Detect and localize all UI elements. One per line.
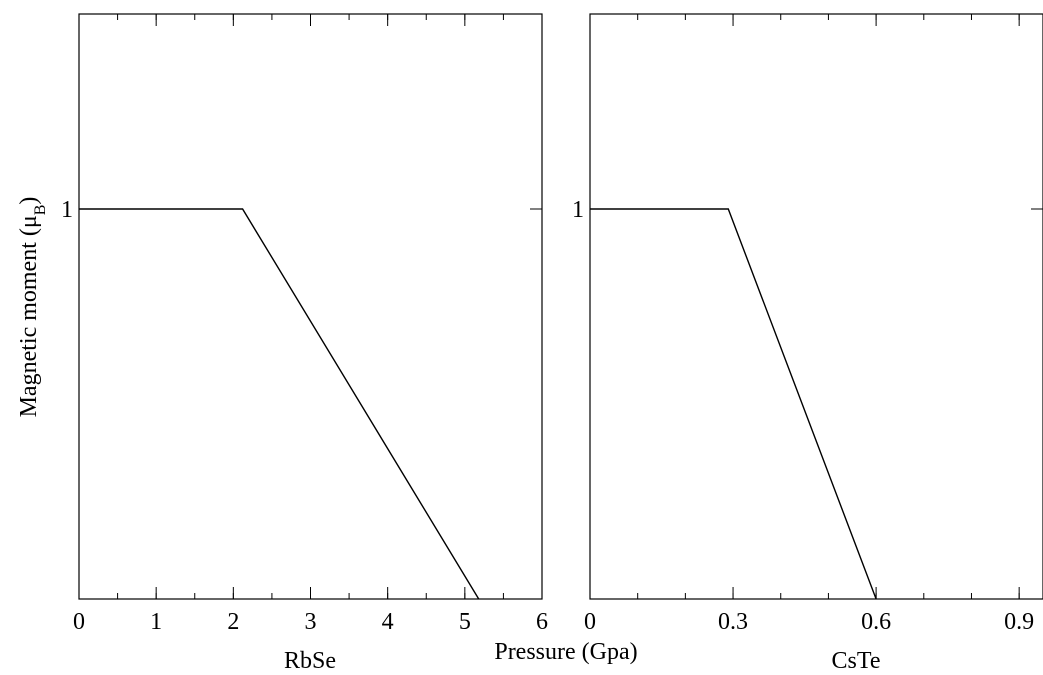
x-axis-title: Pressure (Gpa) (494, 639, 637, 665)
panel-1-x-tick-label: 0.9 (1004, 609, 1034, 635)
panel-1-frame (589, 13, 1043, 600)
panel-1-series-line (590, 208, 877, 600)
panel-0-y-tick-label: 1 (61, 197, 73, 223)
panel-0-x-tick-label: 5 (459, 609, 471, 635)
panel-0-title: RbSe (284, 648, 336, 674)
panel-1-y-tick-label: 1 (572, 197, 584, 223)
panel-1-x-tick-label: 0.6 (861, 609, 891, 635)
panel-1-x-tick-label: 0.3 (718, 609, 748, 635)
panel-0-series-line (79, 208, 480, 600)
panel-1-x-tick-label: 0 (584, 609, 596, 635)
panel-1-title: CsTe (832, 648, 881, 674)
y-axis-title: Magnetic moment (μB) (16, 197, 49, 418)
panel-rbse: 0 1 2 3 4 5 6 1 RbSe (61, 13, 548, 674)
panel-0-x-tick-label: 2 (227, 609, 239, 635)
panel-0-x-tick-label: 0 (73, 609, 85, 635)
panel-0-x-tick-label: 6 (536, 609, 548, 635)
panel-0-x-tick-label: 4 (382, 609, 394, 635)
panel-0-frame (78, 13, 543, 600)
panel-cste: 0 0.3 0.6 0.9 1 CsTe (572, 13, 1043, 674)
panel-0-x-tick-label: 1 (150, 609, 162, 635)
panel-0-x-tick-label: 3 (305, 609, 317, 635)
